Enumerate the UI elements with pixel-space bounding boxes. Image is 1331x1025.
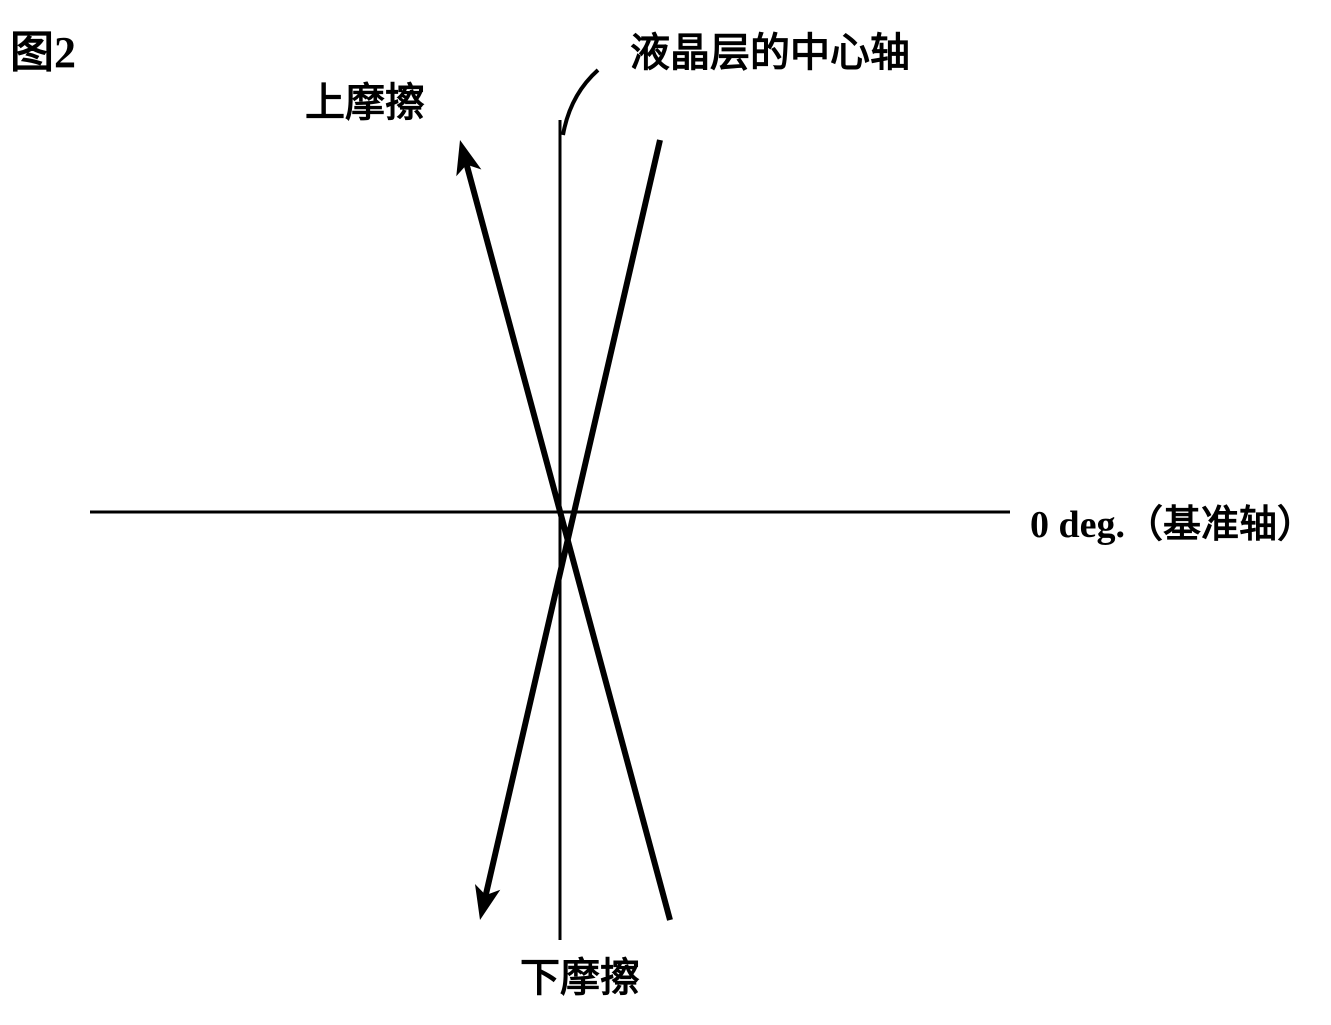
lower-rubbing-arrow (475, 140, 660, 920)
horizontal-axis-label: 0 deg.（基准轴） (1030, 493, 1315, 548)
figure-label: 图2 (10, 16, 76, 80)
center-axis-leader (563, 70, 598, 135)
lower-rubbing-label: 下摩擦 (520, 945, 640, 1003)
center-axis-label: 液晶层的中心轴 (630, 20, 910, 78)
upper-rubbing-label: 上摩擦 (305, 70, 425, 128)
diagram-container: 图2 液晶层的中心轴 上摩擦 下摩擦 0 deg.（基准轴） (0, 0, 1331, 1025)
upper-rubbing-arrow (456, 140, 670, 920)
